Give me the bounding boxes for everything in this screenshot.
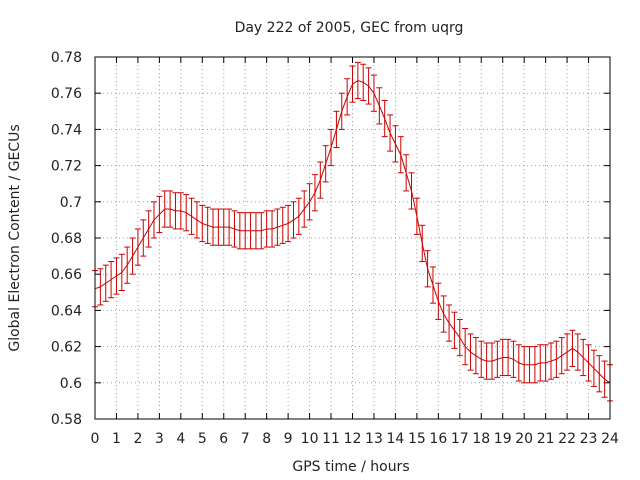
x-tick-label: 2 xyxy=(133,431,142,447)
y-axis-label: Global Electron Content / GECUs xyxy=(7,124,23,351)
x-tick-label: 20 xyxy=(515,431,533,447)
y-tick-label: 0.62 xyxy=(51,340,82,356)
plot-frame xyxy=(94,56,611,420)
y-tick-label: 0.6 xyxy=(60,376,82,392)
y-tick-label: 0.66 xyxy=(51,267,82,283)
x-tick-label: 5 xyxy=(198,431,207,447)
y-tick-label: 0.7 xyxy=(60,195,82,211)
x-tick-label: 14 xyxy=(387,431,405,447)
x-tick-label: 6 xyxy=(219,431,228,447)
x-tick-label: 13 xyxy=(365,431,383,447)
x-tick-label: 22 xyxy=(558,431,576,447)
y-tick-label: 0.76 xyxy=(51,86,82,102)
x-tick-label: 7 xyxy=(241,431,250,447)
x-tick-label: 1 xyxy=(112,431,121,447)
chart-title: Day 222 of 2005, GEC from uqrg xyxy=(235,20,464,36)
x-tick-label: 18 xyxy=(472,431,490,447)
y-tick-label: 0.74 xyxy=(51,122,82,138)
x-axis-label: GPS time / hours xyxy=(292,459,409,475)
x-tick-label: 24 xyxy=(601,431,619,447)
x-tick-label: 23 xyxy=(580,431,598,447)
axis-ticks: 0 1 2 3 4 5 6 7 8 9 10 11 12 13 14 15 16 17 18 19 20 21 22 23 24… xyxy=(51,50,619,447)
y-tick-label: 0.78 xyxy=(51,50,82,66)
y-tick-label: 0.68 xyxy=(51,231,82,247)
x-tick-label: 15 xyxy=(408,431,426,447)
series-gec xyxy=(92,61,613,402)
x-tick-label: 21 xyxy=(537,431,555,447)
y-tick-label: 0.64 xyxy=(51,303,82,319)
x-tick-label: 16 xyxy=(429,431,447,447)
x-tick-label: 11 xyxy=(322,431,340,447)
x-tick-label: 4 xyxy=(176,431,185,447)
x-tick-label: 19 xyxy=(494,431,512,447)
x-tick-label: 12 xyxy=(344,431,362,447)
x-tick-label: 8 xyxy=(262,431,271,447)
x-tick-label: 9 xyxy=(284,431,293,447)
x-tick-label: 17 xyxy=(451,431,469,447)
y-tick-label: 0.58 xyxy=(51,412,82,428)
x-tick-label: 10 xyxy=(301,431,319,447)
x-tick-label: 0 xyxy=(91,431,100,447)
x-tick-label: 3 xyxy=(155,431,164,447)
y-tick-label: 0.72 xyxy=(51,159,82,175)
